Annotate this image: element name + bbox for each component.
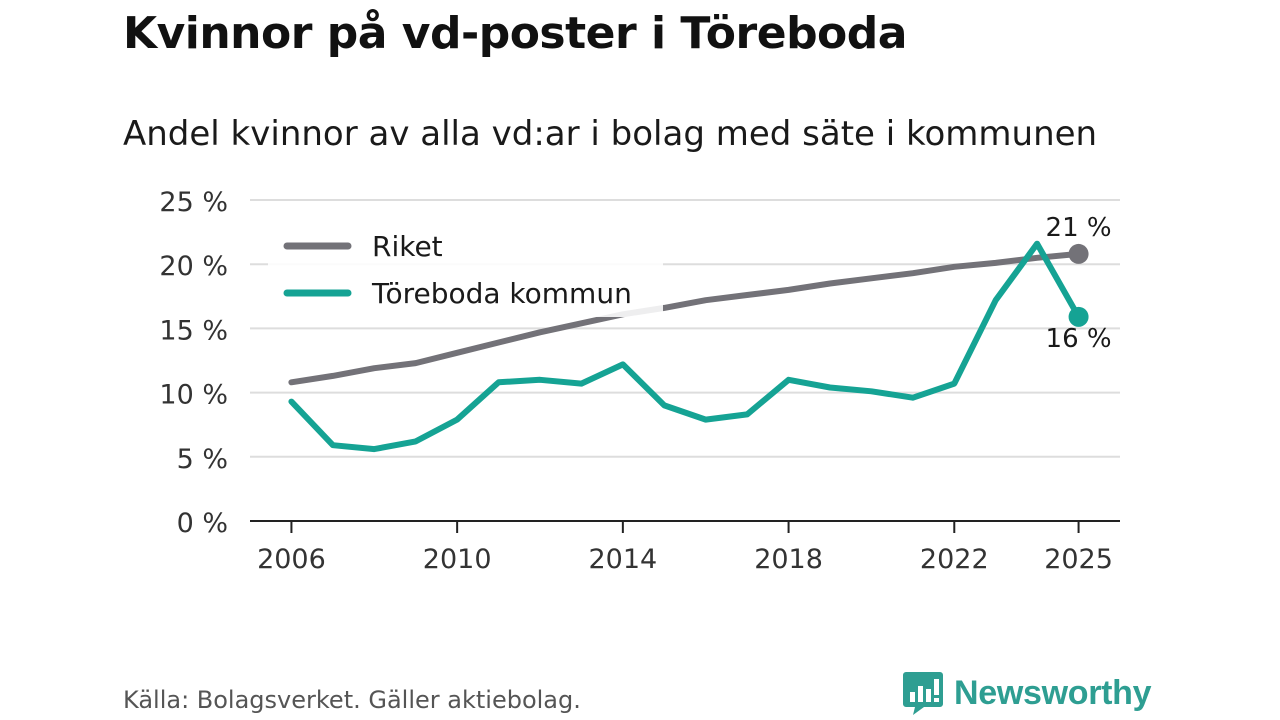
y-tick-label: 25 %	[159, 187, 228, 218]
y-tick-label: 0 %	[177, 508, 228, 539]
chart-title: Kvinnor på vd-poster i Töreboda	[123, 8, 907, 59]
x-tick-label: 2025	[1044, 544, 1113, 575]
x-tick-label: 2022	[920, 544, 989, 575]
newsworthy-logo-icon	[903, 672, 943, 715]
x-tick-label: 2006	[257, 544, 326, 575]
series-line-toreboda	[288, 240, 1082, 453]
chart-subtitle: Andel kvinnor av alla vd:ar i bolag med …	[123, 114, 1098, 154]
brand-logo: Newsworthy	[902, 670, 1152, 716]
y-tick-label: 5 %	[177, 444, 228, 475]
end-point-marker	[1068, 306, 1089, 327]
end-point-marker	[1068, 243, 1089, 264]
series-line-riket	[288, 250, 1082, 386]
y-tick-label: 10 %	[159, 380, 228, 411]
source-note: Källa: Bolagsverket. Gäller aktiebolag.	[123, 686, 581, 714]
x-tick-label: 2010	[423, 544, 492, 575]
legend-box	[268, 225, 663, 317]
x-tick-label: 2018	[754, 544, 823, 575]
end-value-label: 16 %	[1046, 324, 1112, 354]
end-value-label: 21 %	[1046, 213, 1112, 243]
y-tick-label: 20 %	[159, 251, 228, 282]
legend-label: Töreboda kommun	[371, 277, 632, 310]
x-tick-label: 2014	[588, 544, 657, 575]
y-tick-label: 15 %	[159, 315, 228, 346]
legend-label: Riket	[372, 230, 443, 263]
brand-name: Newsworthy	[954, 673, 1152, 712]
